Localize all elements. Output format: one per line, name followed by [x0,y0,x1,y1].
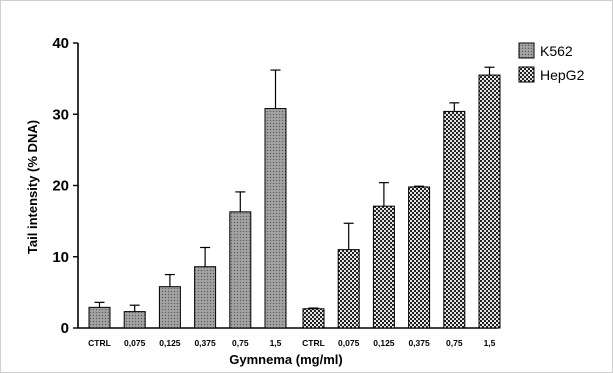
axes [77,43,498,329]
bar-hepg2 [372,205,395,329]
x-tick-label: 0,75 [232,338,249,348]
bar-k562 [158,286,181,329]
bar-hepg2 [302,308,325,329]
y-tick-label: 0 [61,320,69,337]
y-tick-label: 10 [52,249,69,266]
bar-k562 [88,306,111,329]
x-tick-label: 0,75 [446,338,463,348]
bar-k562 [264,108,287,329]
legend: K562 HepG2 [518,42,585,83]
x-tick-label: CTRL [88,338,111,348]
bar-k562 [229,211,252,329]
y-tick-label: 40 [52,35,69,52]
bars-group [88,66,501,329]
bar-hepg2 [478,74,501,329]
bar-k562 [194,266,217,329]
x-tick-label: 1,5 [484,338,496,348]
x-tick-label: 0,375 [194,338,216,348]
x-tick-label: 0,125 [159,338,181,348]
legend-label-k562: K562 [540,43,573,59]
bar-hepg2 [443,110,466,329]
bar-hepg2 [337,249,360,329]
legend-swatch-k562 [518,42,535,59]
bar-hepg2 [408,186,431,329]
y-tick-label: 30 [52,106,69,123]
bar-k562 [123,311,146,329]
x-tick-label: 0,125 [373,338,395,348]
x-axis-label: Gymnema (mg/ml) [229,352,342,367]
x-tick-label: 1,5 [270,338,282,348]
y-tick-label: 20 [52,178,69,195]
x-tick-label: CTRL [302,338,325,348]
x-tick-label: 0,375 [408,338,430,348]
legend-label-hepg2: HepG2 [540,67,585,83]
x-tick-label: 0,075 [338,338,360,348]
ticks-group: 0 10 20 30 40 CTRL 0,075 0,125 0,375 0,75 1,5 CTRL 0… [52,35,495,348]
y-axis-label: Tail intensity (% DNA) [25,120,40,254]
x-tick-label: 0,075 [124,338,146,348]
legend-swatch-hepg2 [518,66,535,83]
